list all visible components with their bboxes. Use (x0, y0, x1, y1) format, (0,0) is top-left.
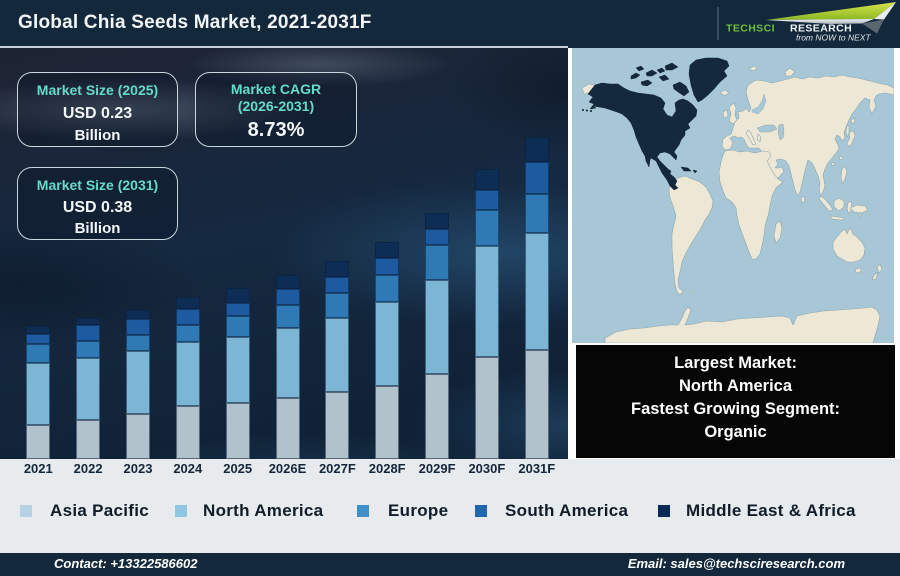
svg-text:RESEARCH: RESEARCH (790, 23, 852, 35)
svg-text:TECHSCI: TECHSCI (726, 23, 775, 35)
svg-text:from NOW to NEXT: from NOW to NEXT (796, 33, 871, 43)
